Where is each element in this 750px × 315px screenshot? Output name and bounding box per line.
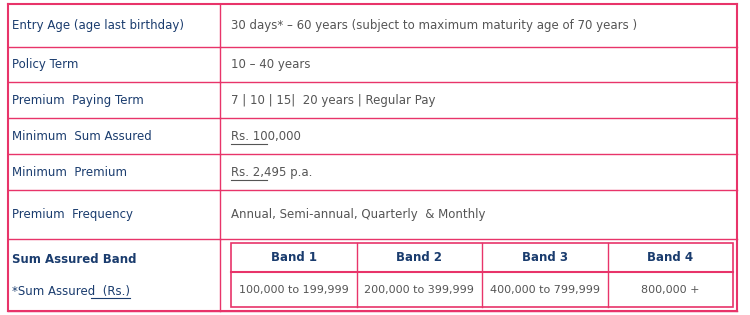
Text: 10 – 40 years: 10 – 40 years (231, 58, 310, 71)
Text: Rs. 100,000: Rs. 100,000 (231, 130, 301, 143)
Text: Minimum  Premium: Minimum Premium (12, 165, 127, 179)
Text: Band 3: Band 3 (522, 251, 568, 264)
Text: Annual, Semi-annual, Quarterly  & Monthly: Annual, Semi-annual, Quarterly & Monthly (231, 208, 486, 221)
Text: 800,000 +: 800,000 + (641, 285, 700, 295)
Text: 200,000 to 399,999: 200,000 to 399,999 (364, 285, 474, 295)
Text: Entry Age (age last birthday): Entry Age (age last birthday) (12, 19, 184, 32)
Text: Sum Assured Band: Sum Assured Band (12, 253, 136, 266)
Text: 30 days* – 60 years (subject to maximum maturity age of 70 years ): 30 days* – 60 years (subject to maximum … (231, 19, 638, 32)
FancyBboxPatch shape (231, 243, 733, 307)
Text: Band 2: Band 2 (397, 251, 442, 264)
Text: 100,000 to 199,999: 100,000 to 199,999 (239, 285, 349, 295)
Text: Policy Term: Policy Term (12, 58, 78, 71)
Text: Rs. 2,495 p.a.: Rs. 2,495 p.a. (231, 165, 313, 179)
Text: Band 4: Band 4 (647, 251, 694, 264)
Text: 400,000 to 799,999: 400,000 to 799,999 (490, 285, 600, 295)
Text: Band 1: Band 1 (271, 251, 317, 264)
Text: 7 | 10 | 15|  20 years | Regular Pay: 7 | 10 | 15| 20 years | Regular Pay (231, 94, 436, 107)
Text: Minimum  Sum Assured: Minimum Sum Assured (12, 130, 152, 143)
Text: *Sum Assured  (Rs.): *Sum Assured (Rs.) (12, 284, 130, 298)
Text: Premium  Frequency: Premium Frequency (12, 208, 133, 221)
Text: Premium  Paying Term: Premium Paying Term (12, 94, 143, 107)
